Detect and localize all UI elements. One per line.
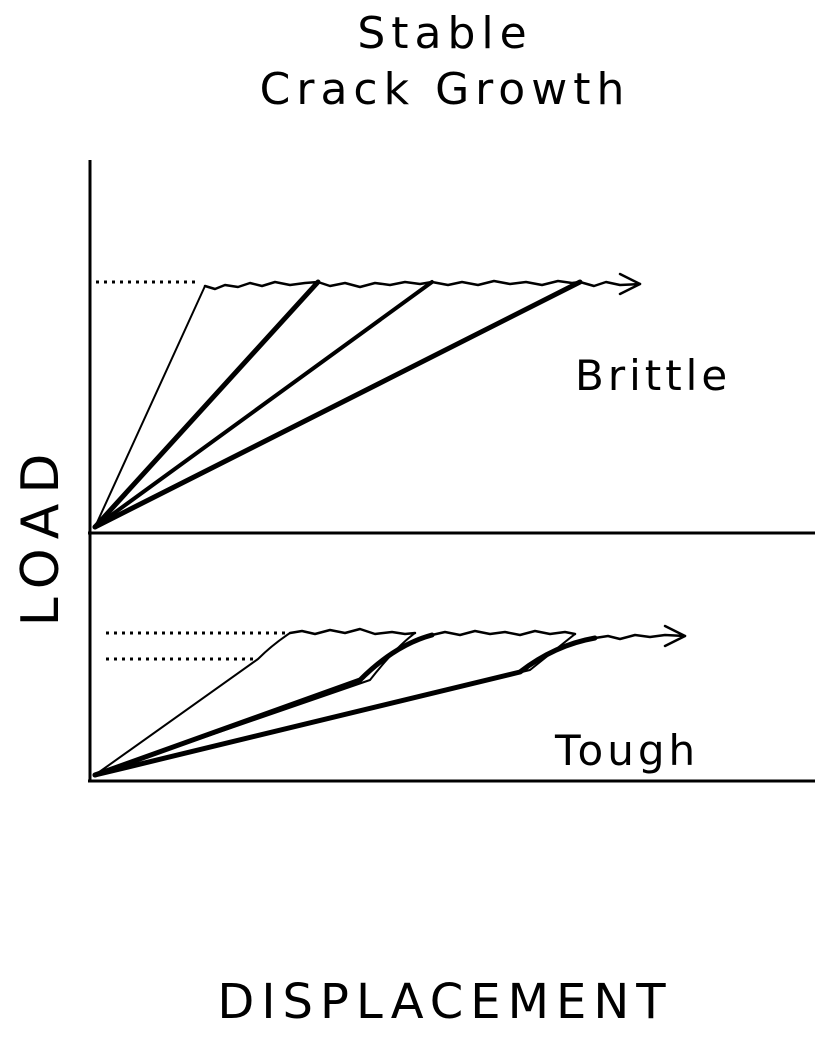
load-line (94, 285, 206, 528)
brittle-curves (92, 272, 642, 530)
panel-label: Tough (554, 726, 699, 775)
load-curve (92, 632, 435, 778)
x-axis-label: DISPLACEMENT (217, 974, 672, 1030)
title-line2: Crack Growth (260, 64, 631, 115)
unload-line (94, 633, 576, 776)
crack-plateau (203, 279, 642, 291)
title-line1: Stable (357, 8, 532, 59)
load-line (92, 279, 321, 530)
y-axis-label: LOAD (11, 444, 71, 627)
load-curve (92, 635, 598, 778)
crack-plateau (430, 629, 577, 637)
arrow-head (663, 624, 687, 648)
load-curve (94, 632, 291, 776)
panel-label: Brittle (575, 351, 731, 400)
tough-curves (92, 624, 687, 778)
crack-plateau (593, 633, 687, 641)
unload-line (94, 632, 416, 776)
crack-plateau (288, 627, 417, 636)
load-line (93, 280, 434, 529)
load-line (92, 279, 583, 530)
arrow-head (618, 272, 642, 296)
